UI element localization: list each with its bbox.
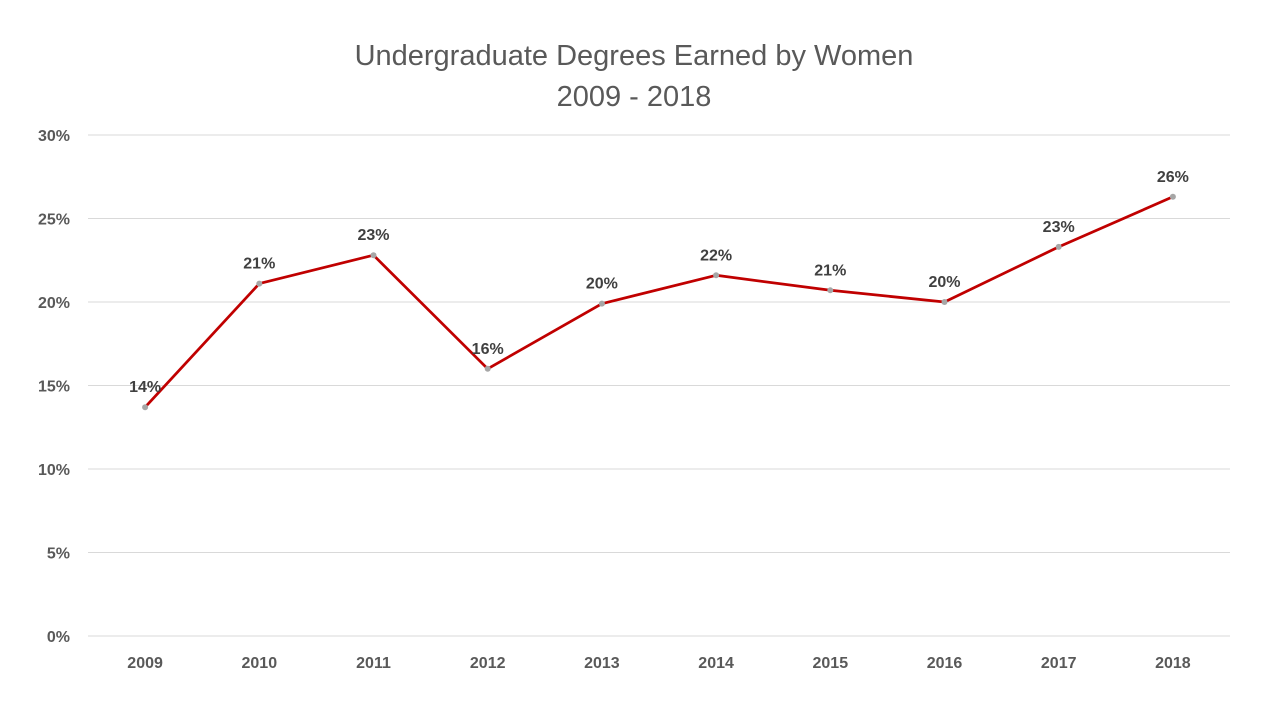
x-tick-label: 2012 — [470, 655, 506, 672]
series-line — [143, 195, 1175, 409]
x-axis-tick-labels: 2009 2010 2011 2012 2013 2014 2015 2016 2017 2018 — [127, 655, 1190, 672]
y-tick-label: 25% — [38, 212, 70, 229]
x-tick-label: 2013 — [584, 655, 620, 672]
x-tick-label: 2009 — [127, 655, 163, 672]
data-point — [1055, 243, 1062, 250]
data-point — [484, 365, 491, 372]
chart-subtitle: 2009 - 2018 — [557, 81, 712, 113]
x-tick-label: 2010 — [242, 655, 278, 672]
data-label: 26% — [1157, 169, 1189, 186]
y-axis-tick-labels: 0% 5% 10% 15% 20% 25% 30% — [38, 128, 70, 646]
y-tick-label: 15% — [38, 379, 70, 396]
data-point — [256, 280, 263, 287]
data-label: 21% — [243, 256, 275, 273]
x-tick-label: 2015 — [813, 655, 849, 672]
y-tick-label: 5% — [47, 546, 70, 563]
data-point — [713, 272, 720, 279]
y-tick-label: 30% — [38, 128, 70, 145]
data-labels: 14% 21% 23% 16% 20% 22% 21% 20% 23% 26% — [129, 169, 1189, 396]
data-label: 20% — [586, 276, 618, 293]
x-tick-label: 2018 — [1155, 655, 1191, 672]
data-label: 22% — [700, 247, 732, 264]
data-point — [142, 404, 149, 411]
data-label: 14% — [129, 379, 161, 396]
y-tick-label: 0% — [47, 629, 70, 646]
data-point — [598, 300, 605, 307]
data-point — [941, 299, 948, 305]
y-tick-label: 10% — [38, 462, 70, 479]
data-label: 23% — [1043, 219, 1075, 236]
series — [143, 195, 1175, 409]
gridlines — [88, 134, 1230, 637]
x-tick-label: 2011 — [356, 655, 391, 672]
x-tick-label: 2014 — [698, 655, 734, 672]
x-tick-label: 2016 — [927, 655, 963, 672]
data-label: 21% — [814, 262, 846, 279]
data-label: 20% — [928, 274, 960, 291]
data-point — [370, 252, 377, 259]
markers — [142, 193, 1176, 411]
y-tick-label: 20% — [38, 295, 70, 312]
data-point — [1169, 193, 1176, 200]
data-label: 16% — [472, 341, 504, 358]
data-point — [827, 287, 834, 294]
data-label: 23% — [357, 227, 389, 244]
x-tick-label: 2017 — [1041, 655, 1077, 672]
chart-title: Undergraduate Degrees Earned by Women — [355, 40, 914, 72]
